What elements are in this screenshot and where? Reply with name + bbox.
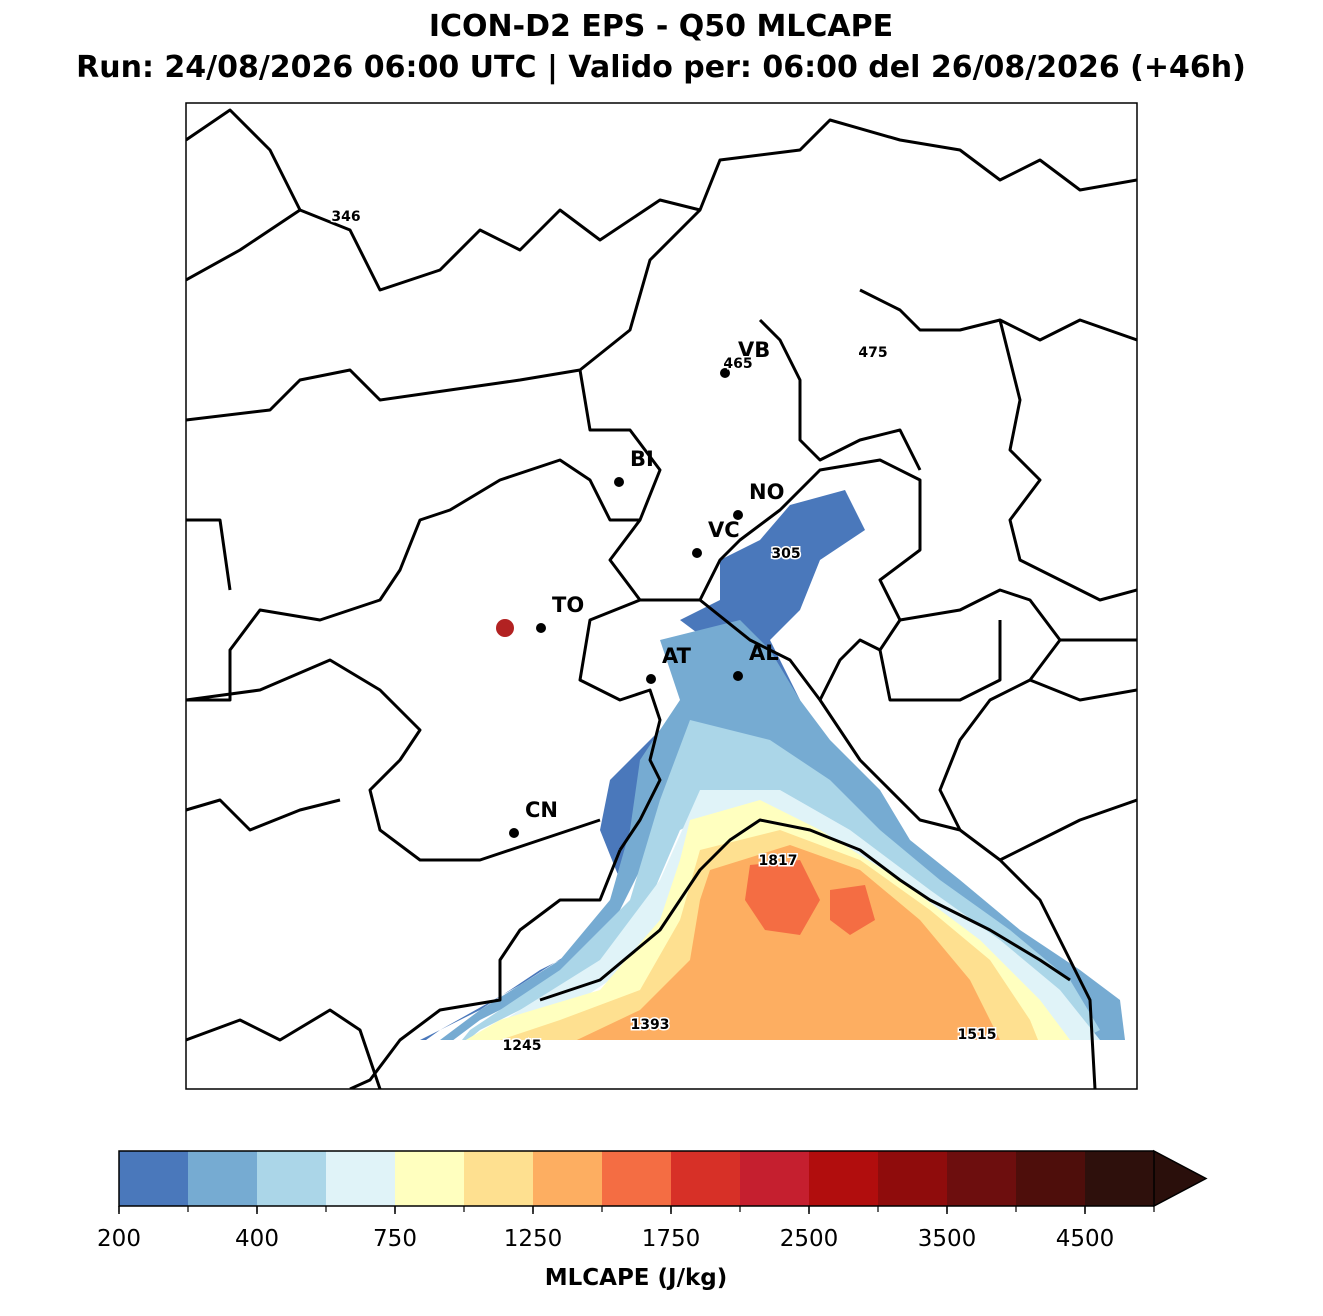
colorbar-tick-label: 3500	[918, 1226, 977, 1252]
borders	[186, 108, 1137, 1089]
colorbar-segment	[188, 1151, 258, 1206]
contour-label: 1817	[759, 853, 798, 869]
colorbar-segment	[533, 1151, 603, 1206]
colorbar-frame	[118, 1150, 1154, 1207]
city-dot	[509, 828, 519, 838]
city-label: VC	[708, 518, 740, 542]
contour-label: 305	[771, 546, 800, 562]
colorbar-tick-label: 1250	[504, 1226, 563, 1252]
city-dot	[720, 368, 730, 378]
colorbar-segment	[1016, 1151, 1086, 1206]
city-dot	[692, 548, 702, 558]
map-frame	[185, 102, 1138, 1090]
colorbar-segment	[326, 1151, 396, 1206]
colorbar-segment	[395, 1151, 465, 1206]
cape-fill	[186, 490, 1137, 1089]
colorbar-tick-label: 200	[97, 1226, 141, 1252]
colorbar-segment	[257, 1151, 327, 1206]
city-label: BI	[630, 447, 654, 471]
colorbar-segment	[671, 1151, 741, 1206]
colorbar-tick-label: 2500	[780, 1226, 839, 1252]
city-label: AL	[749, 641, 779, 665]
contour-label: 1245	[503, 1038, 542, 1054]
colorbar-segment	[740, 1151, 810, 1206]
city-label: VB	[738, 338, 770, 362]
subtitle: Run: 24/08/2026 06:00 UTC | Valido per: …	[76, 50, 1246, 85]
map	[186, 108, 1137, 1089]
city-label: AT	[662, 644, 692, 668]
city-dot	[536, 623, 546, 633]
colorbar-tick-label: 750	[373, 1226, 417, 1252]
colorbar-segment	[119, 1151, 189, 1206]
colorbar-tick-label: 1750	[642, 1226, 701, 1252]
colorbar-segment	[809, 1151, 879, 1206]
colorbar: 200 400 750 1250 1750 2500 3500 4500	[97, 1149, 1208, 1252]
city-label: CN	[525, 798, 558, 822]
contour-label: 465	[723, 356, 752, 372]
city-label: TO	[552, 593, 584, 617]
city-label: NO	[749, 480, 784, 504]
contour-label: 475	[858, 345, 887, 361]
city-dot	[614, 477, 624, 487]
city-dot	[733, 671, 743, 681]
colorbar-segment	[878, 1151, 948, 1206]
title: ICON-D2 EPS - Q50 MLCAPE	[429, 9, 893, 44]
contour-label: 1393	[631, 1017, 670, 1033]
contour-labels: 346 465 475 305 1817 1393 1245 1515	[330, 208, 998, 1056]
colorbar-tick-label: 400	[235, 1226, 279, 1252]
contour-label: 346	[331, 209, 360, 225]
colorbar-extend	[1153, 1149, 1208, 1208]
colorbar-segment	[947, 1151, 1017, 1206]
colorbar-segment	[602, 1151, 672, 1206]
city-dot	[646, 674, 656, 684]
colorbar-segment	[1085, 1151, 1155, 1206]
contour-label: 1515	[958, 1027, 997, 1043]
colorbar-tick-label: 4500	[1056, 1226, 1115, 1252]
colorbar-label: MLCAPE (J/kg)	[545, 1265, 728, 1291]
cities: VB BI NO VC TO AT AL CN	[496, 338, 784, 838]
colorbar-segment	[464, 1151, 534, 1206]
city-dot	[733, 510, 743, 520]
marker	[496, 619, 514, 637]
